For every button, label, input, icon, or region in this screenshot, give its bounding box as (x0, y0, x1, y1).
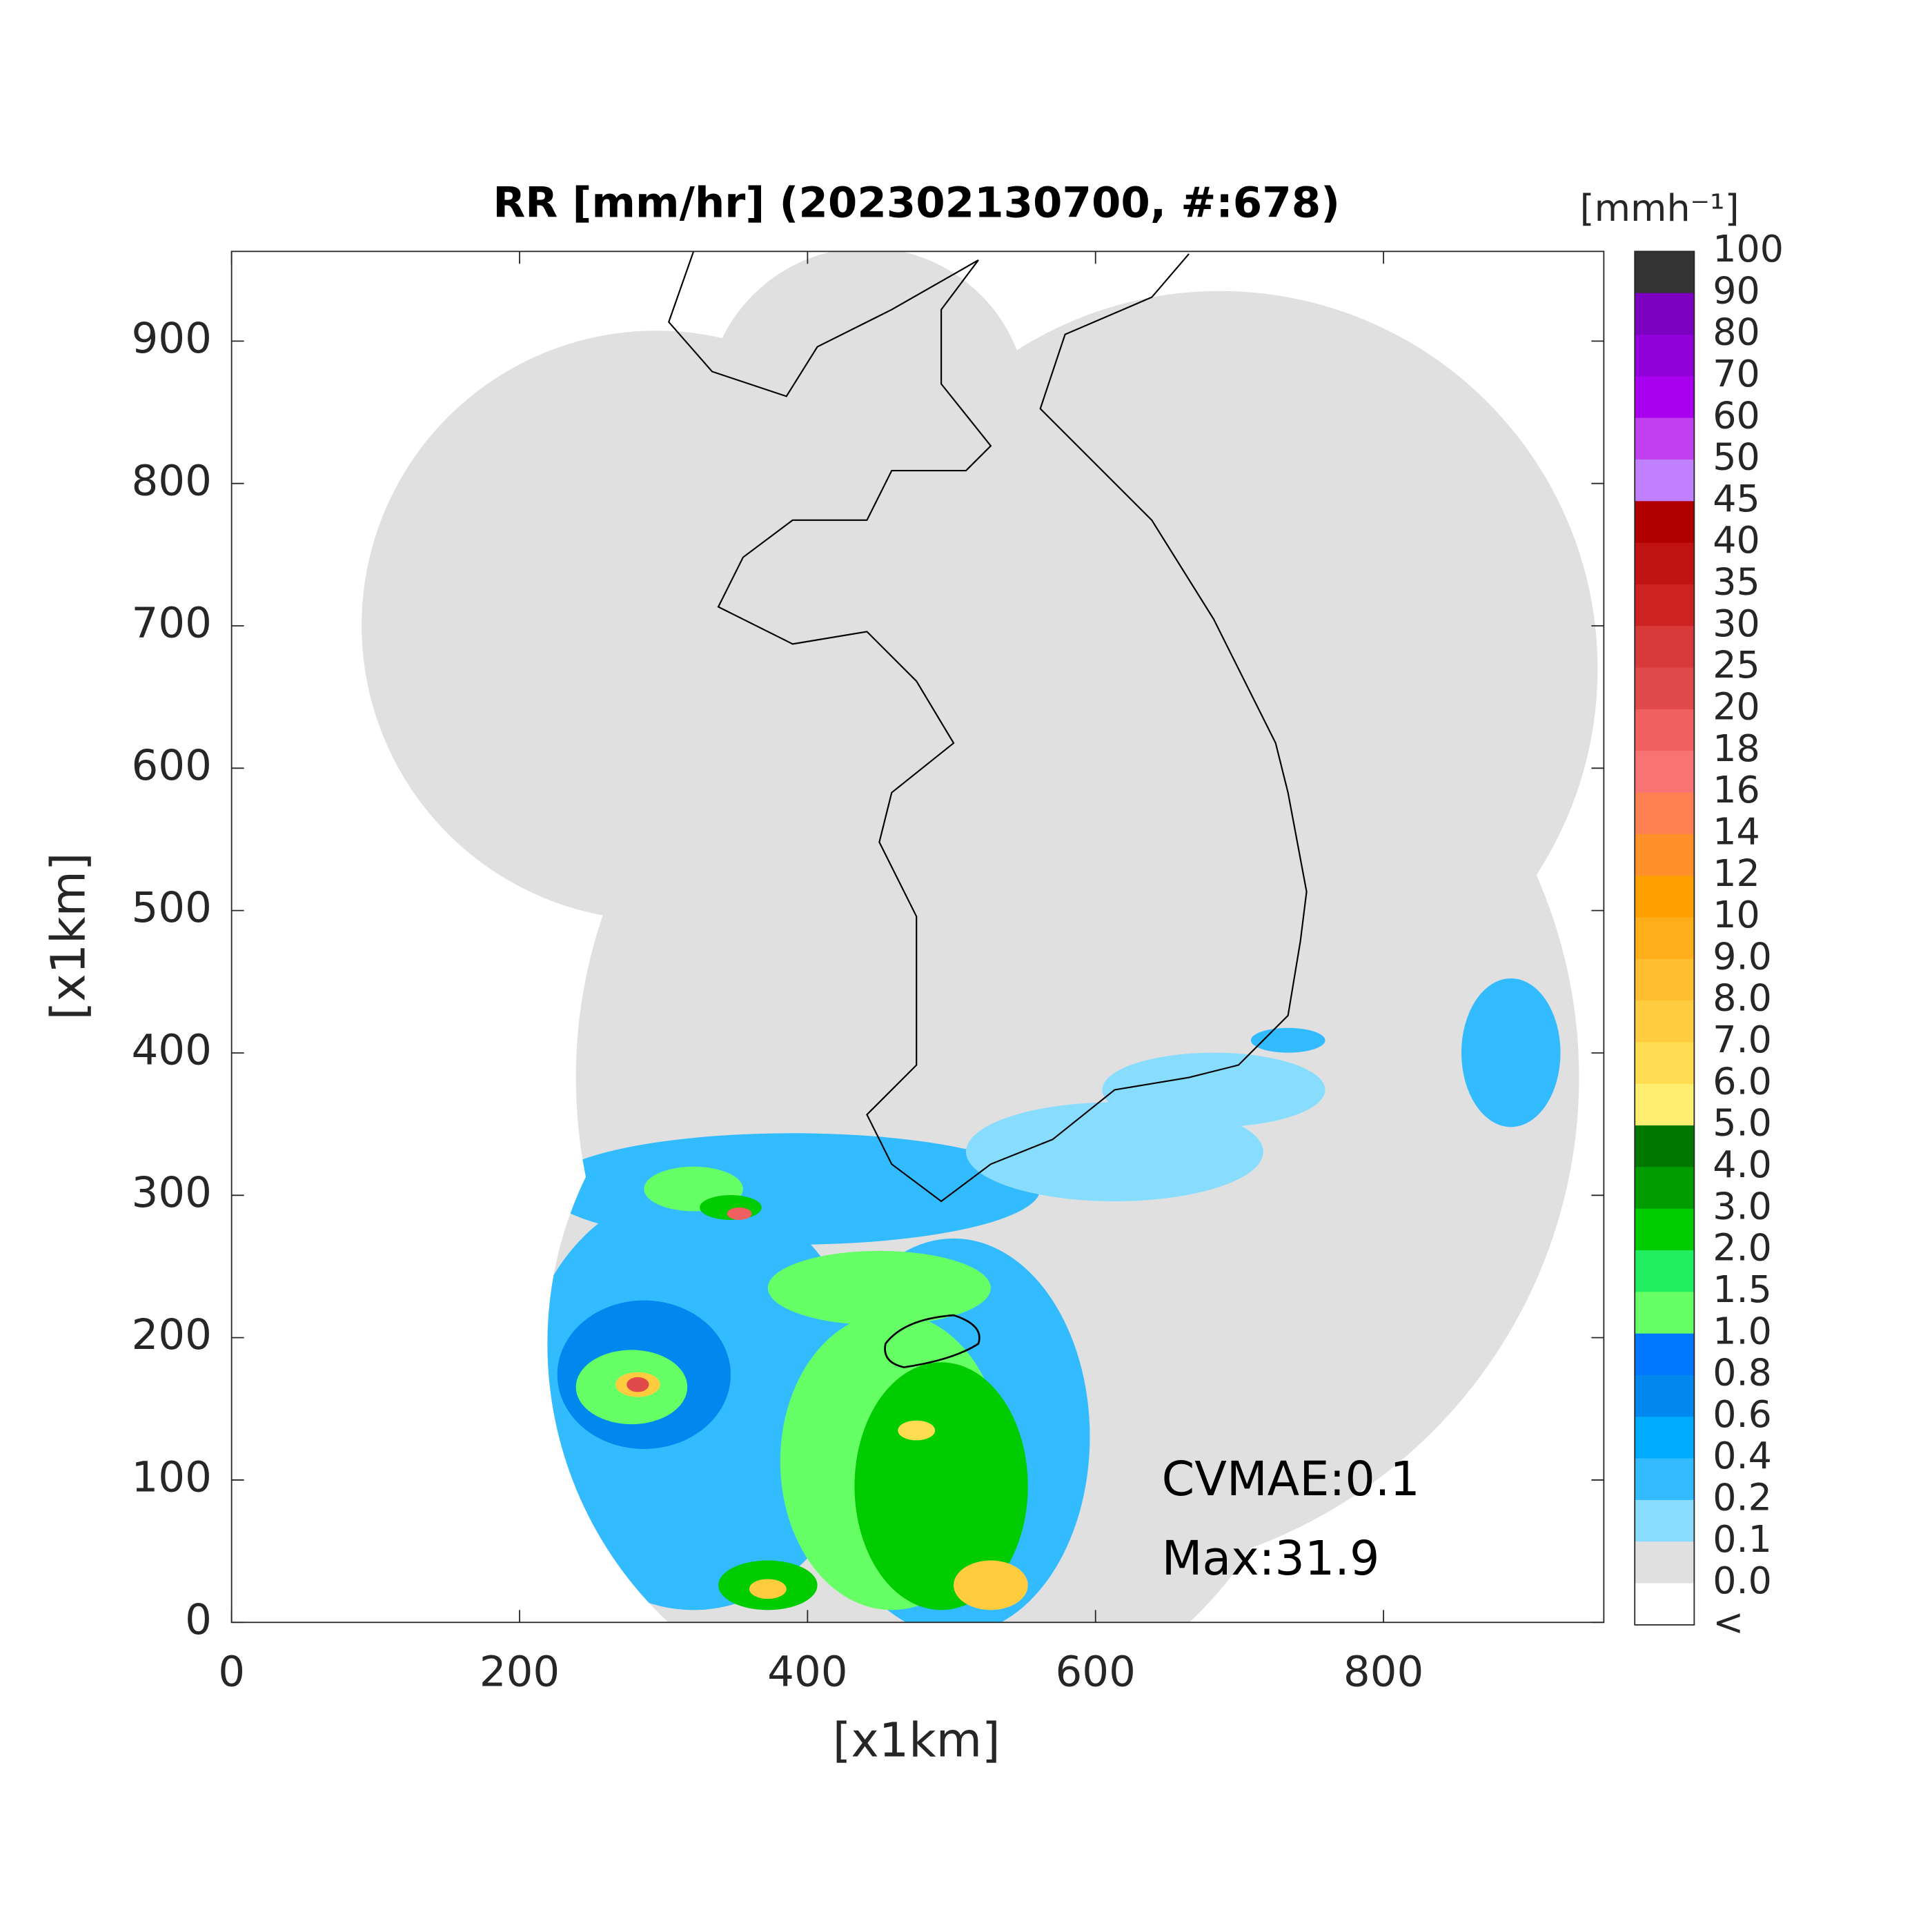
radar-field (362, 251, 1598, 1623)
colorbar-level: 80 (1713, 310, 1760, 354)
coastline (668, 251, 1308, 1203)
x-tick-label: 400 (767, 1647, 847, 1696)
colorbar-label: [mmh⁻¹] (1580, 186, 1739, 230)
y-tick-label: 0 (185, 1595, 212, 1644)
colorbar-swatch (1635, 709, 1695, 752)
y-tick-label: 800 (131, 456, 211, 505)
colorbar-swatch (1635, 1583, 1695, 1626)
colorbar-level: 100 (1713, 227, 1784, 270)
y-tick-label: 500 (131, 883, 211, 932)
colorbar-level: 5.0 (1713, 1101, 1772, 1145)
colorbar-swatch (1635, 834, 1695, 877)
annotation: CVMAE:0.1 (1162, 1452, 1420, 1507)
colorbar-level: 10 (1713, 893, 1760, 936)
colorbar-level: 50 (1713, 435, 1760, 479)
annotation: Max:31.9 (1162, 1532, 1380, 1586)
y-tick-label: 600 (131, 741, 211, 790)
colorbar-level: 0.8 (1713, 1351, 1772, 1394)
y-axis-label: [x1km] (42, 852, 97, 1020)
colorbar-level: 4.0 (1713, 1143, 1772, 1186)
colorbar-level: 1.0 (1713, 1309, 1772, 1352)
colorbar-swatch (1635, 501, 1695, 544)
x-tick-label: 800 (1343, 1647, 1423, 1696)
colorbar-level: 60 (1713, 393, 1760, 437)
colorbar-swatch (1635, 792, 1695, 835)
colorbar-swatch (1635, 459, 1695, 502)
x-axis-label: [x1km] (833, 1714, 1000, 1768)
colorbar-level: 0.2 (1713, 1476, 1772, 1519)
colorbar-level: 0.0 (1713, 1559, 1772, 1602)
y-tick-label: 700 (131, 599, 211, 648)
colorbar-swatch (1635, 626, 1695, 669)
colorbar-level: < (1713, 1601, 1744, 1644)
colorbar-level: 35 (1713, 560, 1760, 604)
chart-title: RR [mm/hr] (202302130700, #:678) (493, 179, 1340, 228)
colorbar-level: 25 (1713, 643, 1760, 687)
colorbar-swatch (1635, 1541, 1695, 1584)
colorbar-swatch (1635, 958, 1695, 1001)
precipitation (547, 978, 1561, 1623)
colorbar-level: 30 (1713, 602, 1760, 645)
colorbar-level: 14 (1713, 809, 1760, 853)
colorbar-swatch (1635, 1292, 1695, 1334)
colorbar-swatch (1635, 751, 1695, 793)
colorbar-level: 9.0 (1713, 934, 1772, 978)
colorbar-swatch (1635, 334, 1695, 377)
colorbar-swatch (1635, 542, 1695, 585)
plot-frame (230, 250, 1605, 1624)
colorbar-level: 12 (1713, 851, 1760, 895)
colorbar-swatch (1635, 251, 1695, 294)
colorbar-swatch (1635, 667, 1695, 710)
colorbar-swatch (1635, 584, 1695, 627)
colorbar-level: 8.0 (1713, 976, 1772, 1020)
colorbar-level: 16 (1713, 768, 1760, 811)
colorbar-swatch (1635, 1374, 1695, 1418)
colorbar-level: 7.0 (1713, 1018, 1772, 1061)
y-tick-label: 200 (131, 1310, 211, 1359)
colorbar-level: 70 (1713, 352, 1760, 395)
colorbar-frame (1634, 250, 1695, 1626)
y-tick-label: 300 (131, 1168, 211, 1217)
y-tick-label: 400 (131, 1026, 211, 1075)
colorbar-swatch (1635, 376, 1695, 419)
colorbar-level: 1.5 (1713, 1268, 1772, 1311)
colorbar-swatch (1635, 1083, 1695, 1126)
colorbar-level: 2.0 (1713, 1226, 1772, 1270)
colorbar-swatch (1635, 1167, 1695, 1210)
colorbar-level: 6.0 (1713, 1059, 1772, 1103)
colorbar-level: 0.6 (1713, 1392, 1772, 1436)
x-tick-label: 0 (218, 1647, 245, 1696)
x-tick-label: 600 (1055, 1647, 1135, 1696)
y-tick-label: 100 (131, 1453, 211, 1502)
colorbar-level: 45 (1713, 477, 1760, 520)
colorbar-swatch (1635, 1333, 1695, 1376)
colorbar-swatch (1635, 1417, 1695, 1459)
y-tick-label: 900 (131, 314, 211, 363)
jeju-outline (884, 1314, 980, 1368)
colorbar-level: 18 (1713, 727, 1760, 770)
colorbar-swatch (1635, 876, 1695, 918)
colorbar-swatch (1635, 917, 1695, 960)
colorbar-level: 0.4 (1713, 1434, 1772, 1477)
colorbar-level: 90 (1713, 268, 1760, 312)
colorbar-swatch (1635, 1499, 1695, 1543)
colorbar-swatch (1635, 1000, 1695, 1043)
colorbar-swatch (1635, 417, 1695, 460)
colorbar-swatch (1635, 1125, 1695, 1168)
colorbar-swatch (1635, 1042, 1695, 1085)
colorbar-level: 0.1 (1713, 1517, 1772, 1561)
colorbar-level: 20 (1713, 685, 1760, 729)
x-tick-label: 200 (480, 1647, 560, 1696)
colorbar-level: 40 (1713, 518, 1760, 562)
colorbar-level: 3.0 (1713, 1184, 1772, 1228)
colorbar-swatch (1635, 1458, 1695, 1501)
colorbar-swatch (1635, 1250, 1695, 1293)
colorbar-swatch (1635, 1208, 1695, 1251)
colorbar-swatch (1635, 293, 1695, 335)
